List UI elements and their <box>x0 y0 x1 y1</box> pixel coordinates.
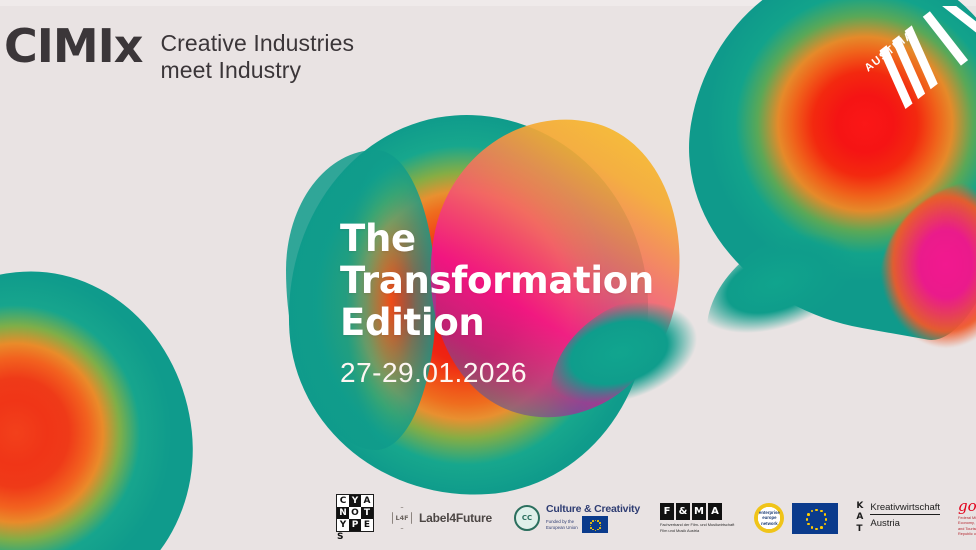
eu-star <box>807 522 810 526</box>
eu-star <box>815 508 818 512</box>
eu-star <box>823 522 827 526</box>
eu-star <box>805 518 809 521</box>
eu-star <box>590 527 592 529</box>
eu-star <box>597 520 599 522</box>
logo-enterprise-europe-network: enterprise europe network <box>754 502 839 534</box>
background-blob-top-right-teal <box>681 201 929 409</box>
go-international-sub2: Economy, Energy <box>958 521 976 526</box>
top-strip <box>0 0 976 6</box>
kat-letter: T <box>856 523 863 534</box>
go-international-sub3: and Tourism <box>958 526 976 531</box>
enterprise-europe-network-icon: enterprise europe network <box>754 503 785 533</box>
partner-logo-strip: C Y A N O T Y P E S L4F Label4Future CC <box>0 486 976 550</box>
een-line2: europe <box>762 515 777 521</box>
fma-letter: F <box>659 503 674 521</box>
eu-funded-line2: European Union <box>545 524 578 530</box>
go-international-title: go international <box>958 497 976 516</box>
headline-block: The Transformation Edition 27-29.01.2026 <box>340 218 670 389</box>
cyanotype-grid: C Y A N O T Y P E <box>336 494 374 532</box>
eu-star <box>594 529 597 532</box>
advantage-austria-a-icon: AUSTRIA <box>862 6 976 110</box>
fma-letter: A <box>707 503 722 521</box>
austria-logo: AUSTRIA <box>862 6 976 110</box>
eu-star <box>592 520 594 522</box>
go-international-sub1: Federal Ministry <box>958 516 976 521</box>
culture-creativity-icon: CC <box>513 505 540 531</box>
eu-star <box>820 509 823 513</box>
eu-star <box>592 528 594 531</box>
eu-flag-icon-large <box>792 502 839 534</box>
kat-letters: K A T <box>856 501 863 535</box>
cyanotype-trailing-letter: S <box>337 532 344 542</box>
culture-creativity-label: Culture & Creativity <box>545 503 640 515</box>
eu-star <box>815 527 818 531</box>
headline-line-2: Transformation <box>340 259 654 302</box>
eu-star <box>597 528 599 531</box>
eu-star <box>599 527 601 529</box>
brand-tagline-line2: meet Industry <box>160 57 302 84</box>
kat-letter: A <box>856 512 864 523</box>
cyanotype-cell: Y <box>349 495 361 507</box>
logo-go-international: go international Federal Ministry Econom… <box>958 499 976 537</box>
fma-letter-blocks: F & M A <box>659 503 722 521</box>
logo-cyanotype: C Y A N O T Y P E S <box>336 494 374 542</box>
eu-star <box>810 526 814 529</box>
fma-subtitle-line1: Fachverband der Film- und Musikwirtschaf… <box>659 522 735 528</box>
event-date: 27-29.01.2026 <box>340 357 528 388</box>
logo-fma: F & M A Fachverband der Film- und Musikw… <box>659 503 735 533</box>
logo-culture-creativity: CC Culture & Creativity Funded by the Eu… <box>513 503 640 533</box>
eu-star <box>594 519 597 522</box>
cyanotype-cell: T <box>361 507 373 519</box>
cyanotype-cell: N <box>337 507 349 519</box>
eu-funded-line1: Funded by the <box>545 519 575 524</box>
eu-star <box>824 518 828 521</box>
headline-line-3: Edition <box>340 301 485 344</box>
cyanotype-cell: O <box>349 507 361 519</box>
kat-line2: Austria <box>870 518 900 530</box>
cyanotype-cell: Y <box>337 519 349 531</box>
kat-letter: K <box>856 501 864 512</box>
logo-kreativwirtschaft-austria: K A T Kreativwirtschaft Austria <box>856 501 941 535</box>
brand-tagline-line1: Creative Industries <box>160 30 355 56</box>
cyanotype-cell: A <box>361 495 373 507</box>
eu-star <box>820 526 823 529</box>
brand-wordmark: CIMIx <box>4 19 143 73</box>
eu-star <box>590 522 592 524</box>
eu-star <box>810 509 814 513</box>
background-blob-top-right-magenta <box>880 180 976 390</box>
eu-star <box>823 513 827 516</box>
label4future-label: Label4Future <box>419 511 492 525</box>
eu-star <box>599 524 602 527</box>
go-international-sub4: Republic of Austria <box>958 531 976 536</box>
logo-label4future: L4F Label4Future <box>392 507 492 529</box>
brand-lockup: CIMIx Creative Industries meet Industry <box>4 19 354 84</box>
fma-letter: & <box>675 503 690 521</box>
een-line3: network <box>761 520 778 526</box>
kat-line1: Kreativwirtschaft <box>870 502 941 516</box>
fma-subtitle-line2: Film und Musik Austria <box>659 527 700 533</box>
eu-star <box>589 524 592 527</box>
cyanotype-cell: E <box>361 519 373 531</box>
cyanotype-cell: P <box>349 519 361 531</box>
een-line1: enterprise <box>758 509 780 515</box>
cyanotype-cell: C <box>337 495 349 507</box>
eu-star <box>807 513 810 516</box>
eu-star <box>599 522 601 524</box>
eu-flag-icon <box>581 516 608 533</box>
brand-tagline: Creative Industries meet Industry <box>160 30 354 84</box>
label4future-hex-icon: L4F <box>392 507 412 529</box>
headline-line-1: The <box>340 217 416 260</box>
fma-letter: M <box>691 503 706 521</box>
